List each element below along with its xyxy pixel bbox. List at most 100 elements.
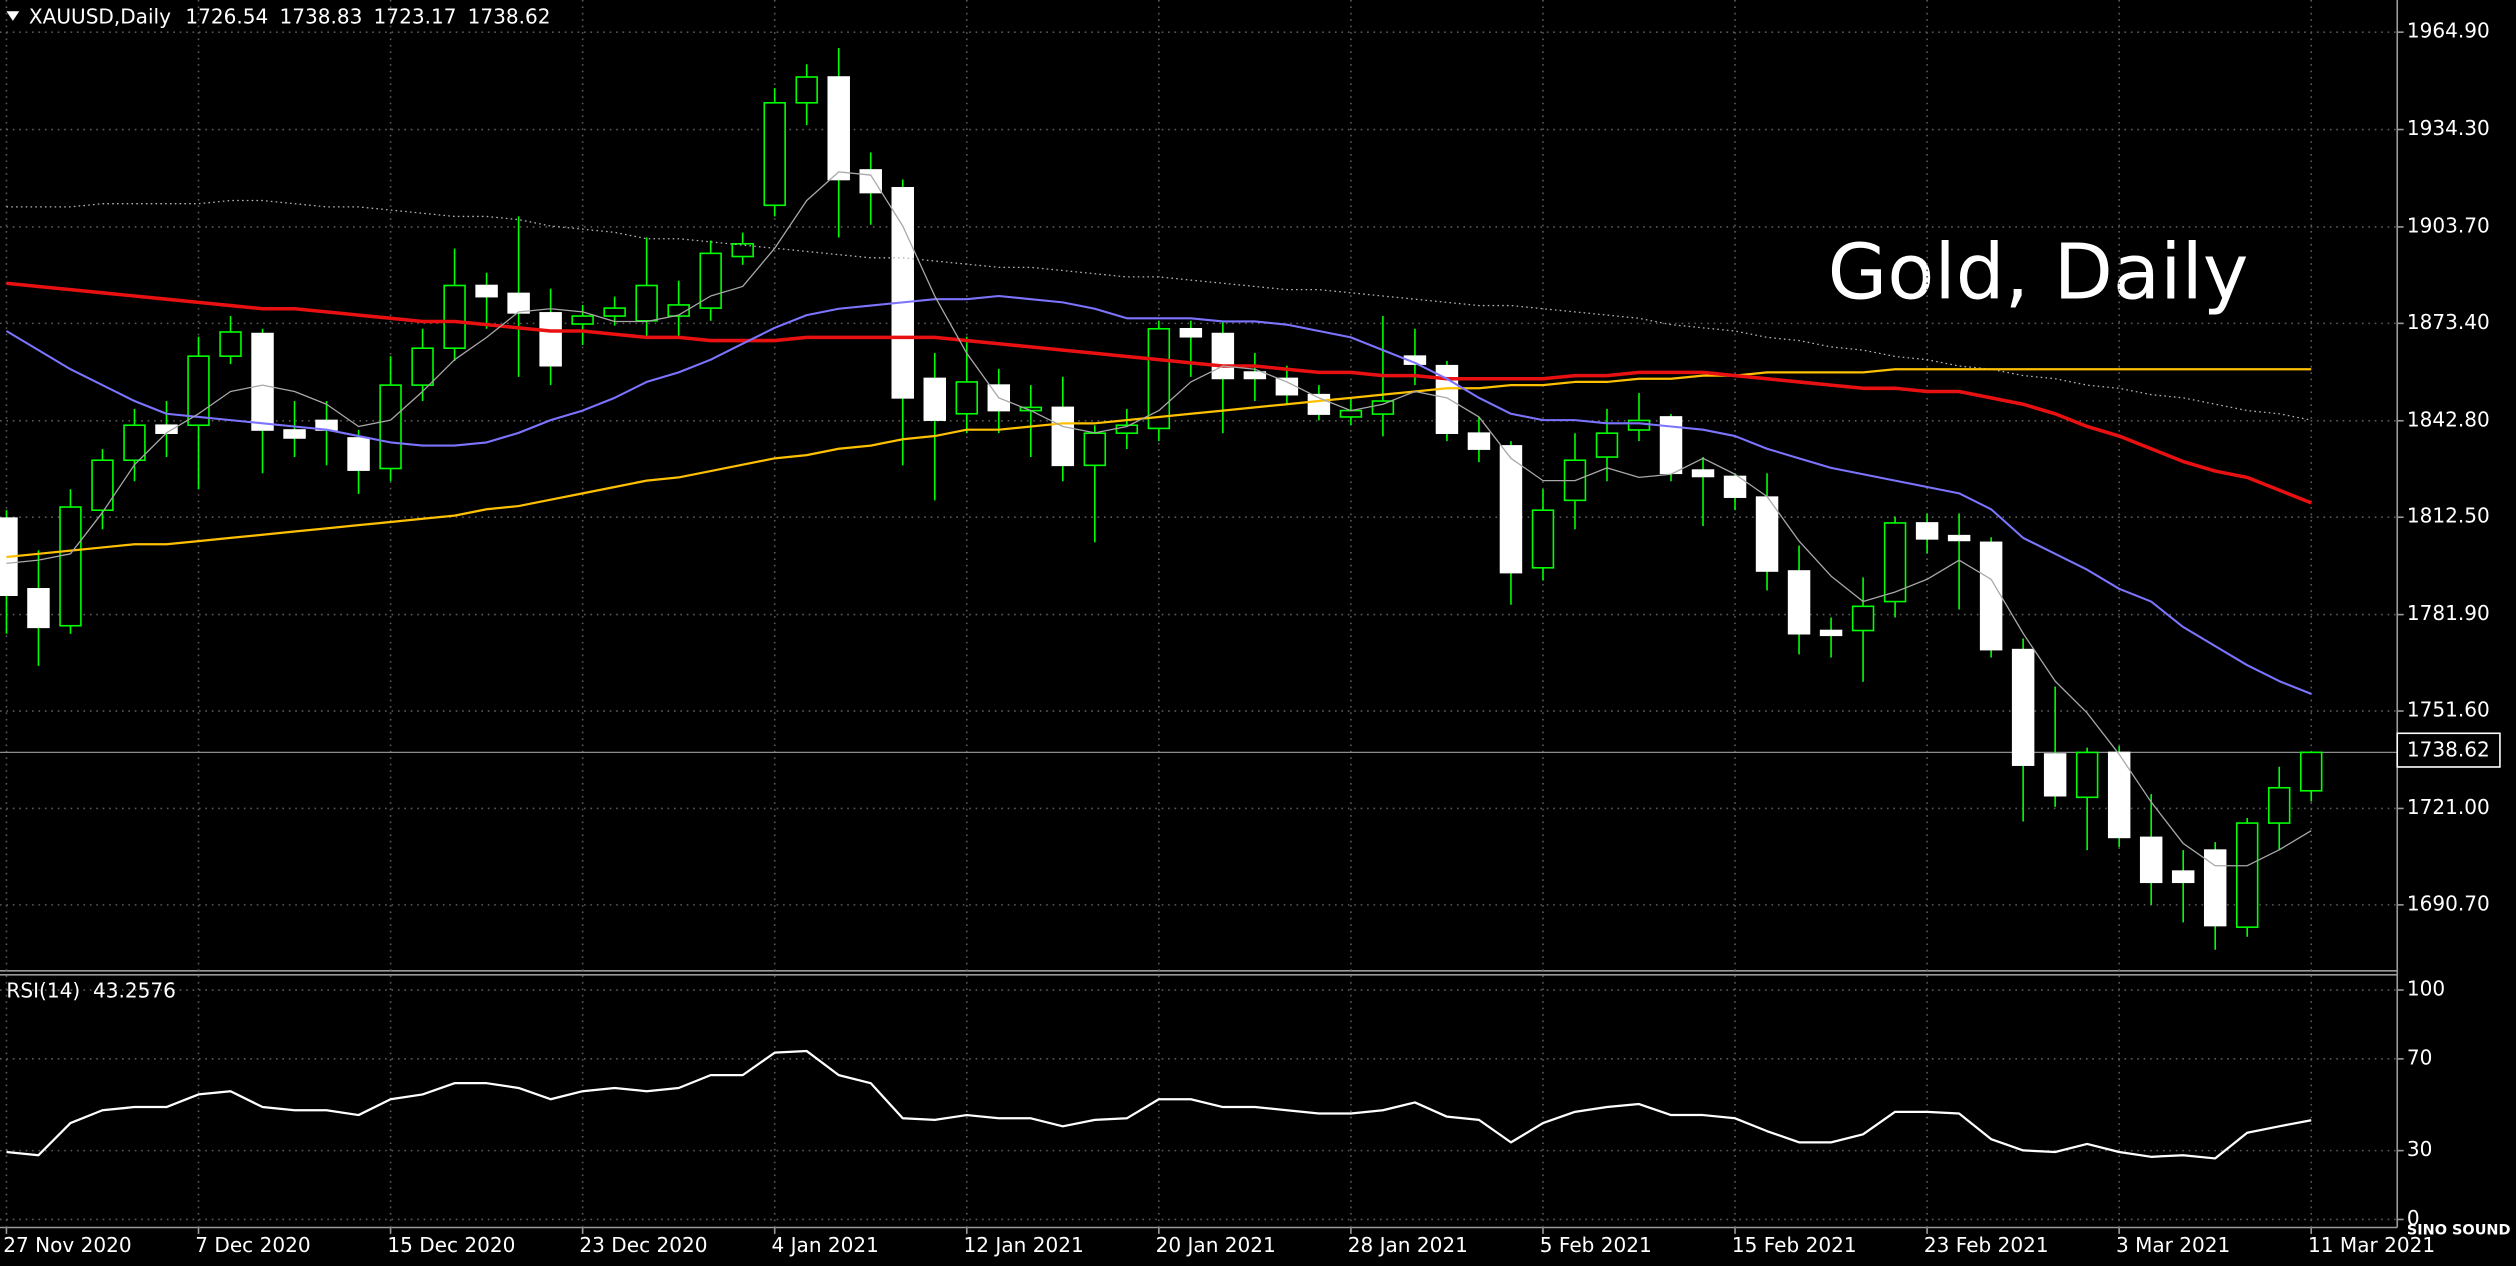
- candle-body-bear: [1723, 475, 1747, 498]
- candle-body-bull: [795, 76, 818, 104]
- moving-average-line: [6, 368, 2312, 559]
- candle-body-bear: [2011, 648, 2035, 766]
- candle-body-bull: [1595, 432, 1619, 458]
- candle-body-bull: [955, 381, 979, 415]
- candle-body-bull: [1627, 419, 1651, 431]
- indicator-line: [6, 1049, 2312, 1160]
- candle-body-bear: [1275, 377, 1299, 396]
- moving-average-line: [6, 281, 2312, 505]
- candle-body-bear: [27, 588, 50, 629]
- candle-body-bear: [347, 437, 370, 471]
- candle-body-bear: [283, 429, 306, 439]
- x-tick-label: 23 Dec 2020: [579, 1233, 707, 1257]
- candle-body-bear: [2043, 753, 2067, 797]
- x-tick-label: 5 Feb 2021: [1540, 1233, 1652, 1257]
- candle-body-bear: [507, 292, 530, 314]
- y-tick-label: 1842.80: [2407, 407, 2490, 431]
- candle-body-bear: [539, 312, 562, 367]
- candle-body-bull: [1851, 605, 1875, 632]
- candle-body-bull: [2075, 751, 2099, 799]
- candle-body-bear: [1403, 355, 1427, 365]
- symbol-title: XAUUSD,Daily: [29, 4, 171, 28]
- y-tick-label: 100: [2407, 977, 2445, 1001]
- x-tick-label: 15 Feb 2021: [1732, 1233, 1857, 1257]
- candle-body-bull: [1083, 432, 1107, 467]
- header-close: 1738.62: [468, 4, 551, 28]
- header-low: 1723.17: [374, 4, 457, 28]
- moving-average-line: [5, 294, 2312, 695]
- chart-header: XAUUSD,Daily 1726.54 1738.83 1723.17 173…: [29, 4, 551, 28]
- candle-body-bull: [379, 384, 402, 470]
- candle-body-bull: [2235, 822, 2259, 928]
- candle-body-bear: [923, 377, 946, 421]
- candle-body-bull: [123, 424, 146, 462]
- candle-body-bull: [1883, 522, 1907, 603]
- candle-body-bear: [827, 76, 850, 181]
- rsi-title: RSI(14): [6, 978, 80, 1002]
- candle-body-bear: [2171, 870, 2195, 884]
- candle-body-bear: [1179, 327, 1203, 338]
- header-high: 1738.83: [279, 4, 362, 28]
- candle-body-bull: [411, 347, 434, 386]
- candle-body-bear: [2203, 849, 2227, 927]
- candle-body-bull: [2267, 786, 2291, 824]
- y-tick-label: 1751.60: [2407, 698, 2490, 722]
- moving-average-line: [6, 171, 2312, 867]
- candle-body-bull: [1371, 400, 1395, 415]
- x-tick-label: 4 Jan 2021: [771, 1233, 878, 1257]
- candle-body-bear: [1243, 371, 1267, 380]
- candle-body-bear: [859, 169, 882, 194]
- x-tick-label: 28 Jan 2021: [1348, 1233, 1468, 1257]
- candle-body-bull: [1147, 327, 1171, 430]
- candle-body-bear: [1947, 534, 1971, 542]
- moving-average-line: [6, 199, 2312, 421]
- candle-body-bull: [763, 102, 786, 207]
- y-tick-label: 70: [2407, 1045, 2433, 1069]
- rsi-header: RSI(14) 43.2576: [6, 978, 175, 1002]
- x-tick-label: 11 Mar 2021: [2308, 1233, 2435, 1257]
- y-tick-label: 1964.90: [2407, 19, 2490, 43]
- candle-body-bear: [1691, 469, 1715, 478]
- candle-body-bear: [1979, 541, 2003, 651]
- collapse-arrow: [6, 11, 20, 21]
- candle-body-bull: [2300, 751, 2323, 792]
- candle-body-bear: [1755, 496, 1779, 572]
- candle-body-bull: [635, 284, 658, 322]
- y-tick-label: 1903.70: [2407, 213, 2490, 237]
- candle-body-bear: [2107, 751, 2131, 839]
- candle-body-bull: [187, 355, 210, 427]
- candle-body-bear: [1211, 332, 1235, 380]
- candle-body-bull: [731, 243, 754, 258]
- candle-body-bull: [443, 284, 466, 350]
- x-tick-label: 27 Nov 2020: [3, 1233, 131, 1257]
- candle-body-bear: [1787, 570, 1811, 635]
- candle-body-bear: [251, 332, 274, 431]
- candle-body-bull: [603, 307, 626, 317]
- candle-body-bull: [667, 304, 690, 317]
- y-tick-label: 30: [2407, 1137, 2433, 1161]
- candle-body-bull: [59, 506, 82, 627]
- candle-body-bear: [891, 186, 914, 399]
- y-tick-label: 1781.90: [2407, 601, 2490, 625]
- candle-body-bull: [1339, 409, 1363, 418]
- y-tick-label: 1812.50: [2407, 504, 2490, 528]
- chart-watermark: Gold, Daily: [1828, 229, 2249, 318]
- candle-body-bear: [1051, 406, 1075, 467]
- candle-body-bear: [1915, 522, 1939, 540]
- rsi-current: 43.2576: [93, 978, 176, 1002]
- candle-body-bear: [1819, 629, 1843, 637]
- y-tick-label: 1721.00: [2407, 795, 2490, 819]
- branding: SINO SOUND: [2407, 1223, 2511, 1239]
- candle-body-bear: [1499, 445, 1523, 574]
- candle-body-bear: [475, 284, 498, 298]
- candle-body-bull: [1531, 509, 1555, 569]
- candle-body-bear: [2139, 836, 2163, 884]
- candle-body-bull: [571, 315, 594, 325]
- x-tick-label: 7 Dec 2020: [195, 1233, 310, 1257]
- x-tick-label: 23 Feb 2021: [1924, 1233, 2049, 1257]
- header-open: 1726.54: [185, 4, 268, 28]
